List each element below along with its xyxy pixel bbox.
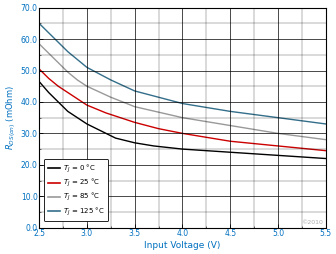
Legend: $T_J$ = 0 °C, $T_J$ = 25 °C, $T_J$ = 85 °C, $T_J$ = 125 °C: $T_J$ = 0 °C, $T_J$ = 25 °C, $T_J$ = 85 …: [44, 159, 108, 221]
Y-axis label: $R_{DS(on)}$ (mOhm): $R_{DS(on)}$ (mOhm): [4, 85, 18, 150]
Text: ©2010: ©2010: [301, 220, 323, 226]
X-axis label: Input Voltage (V): Input Voltage (V): [144, 241, 221, 250]
